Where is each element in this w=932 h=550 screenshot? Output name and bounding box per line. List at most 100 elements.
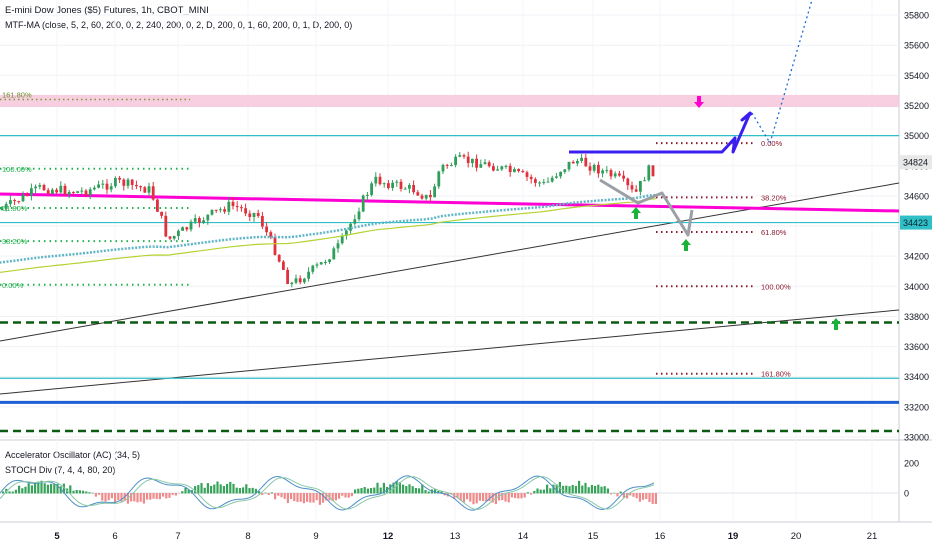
- ac-histogram-bar: [194, 486, 197, 494]
- ac-histogram-bar: [565, 485, 568, 494]
- ac-histogram-bar: [254, 488, 257, 494]
- candle-body: [147, 186, 151, 193]
- ac-histogram-bar: [600, 486, 603, 494]
- ac-histogram-bar: [171, 493, 174, 495]
- candle-body: [231, 201, 235, 207]
- ac-histogram-bar: [347, 493, 350, 498]
- ac-histogram-bar: [462, 493, 465, 503]
- candle-body: [25, 194, 29, 196]
- ac-histogram-bar: [75, 490, 78, 494]
- ac-histogram-bar: [309, 493, 312, 503]
- y-tick-label: 35800: [904, 11, 929, 21]
- ac-histogram-bar: [46, 484, 49, 494]
- candle-body: [345, 230, 348, 236]
- ac-histogram-bar: [21, 488, 24, 494]
- candle-body: [353, 219, 357, 224]
- candle-body: [571, 161, 575, 164]
- ac-histogram-bar: [184, 487, 187, 494]
- ac-histogram-bar: [526, 492, 529, 494]
- ac-histogram-bar: [82, 490, 85, 494]
- ac-histogram-bar: [120, 493, 123, 502]
- ac-histogram-bar: [197, 485, 200, 494]
- indicator-tick-label: 200: [904, 459, 919, 469]
- ac-histogram-bar: [293, 493, 296, 502]
- x-tick-label: 5: [54, 531, 60, 542]
- candle-body: [290, 282, 294, 284]
- candle-body: [277, 254, 281, 262]
- candle-body: [252, 212, 256, 217]
- candle-body: [387, 183, 390, 188]
- ac-histogram-bar: [370, 488, 373, 494]
- ac-histogram-bar: [357, 488, 360, 494]
- ac-histogram-bar: [62, 483, 65, 494]
- y-tick-label: 33000: [904, 432, 929, 442]
- ac-histogram-bar: [414, 487, 417, 494]
- ac-histogram-bar: [459, 493, 462, 501]
- candle-body: [403, 188, 407, 190]
- candle-body: [122, 179, 126, 186]
- x-tick-label: 15: [588, 531, 599, 542]
- ac-histogram-bar: [616, 493, 619, 497]
- candle-body: [185, 227, 189, 230]
- ac-histogram-bar: [555, 484, 558, 494]
- ac-histogram-bar: [514, 493, 517, 499]
- candle-body: [219, 209, 222, 211]
- candle-body: [508, 165, 512, 173]
- candle-body: [240, 207, 243, 209]
- ac-histogram-bar: [594, 485, 597, 494]
- candle-body: [559, 171, 562, 177]
- candle-body: [588, 166, 592, 171]
- ac-histogram-bar: [283, 493, 286, 499]
- purple-projection: [569, 111, 753, 154]
- candle-body: [114, 177, 117, 187]
- candle-body: [458, 155, 462, 157]
- candle-body: [513, 169, 516, 173]
- x-tick-label: 13: [450, 531, 461, 542]
- candle-body: [529, 176, 533, 180]
- y-tick-label: 33600: [904, 342, 929, 352]
- candle-body: [55, 189, 58, 193]
- ac-histogram-bar: [366, 488, 369, 494]
- indicator-tick-label: 0: [904, 489, 909, 499]
- ac-histogram-bar: [542, 489, 545, 494]
- ac-histogram-bar: [475, 493, 478, 504]
- candle-body: [374, 176, 378, 184]
- ac-histogram-bar: [440, 491, 443, 494]
- ac-histogram-bar: [485, 493, 488, 502]
- candle-body: [223, 209, 226, 212]
- candle-body: [59, 185, 63, 193]
- ac-histogram-bar: [331, 493, 334, 502]
- candle-body: [0, 208, 4, 210]
- candle-body: [244, 208, 247, 214]
- ac-histogram-bar: [226, 483, 229, 494]
- ac-histogram-bar: [146, 493, 149, 500]
- ac-histogram-bar: [85, 491, 88, 494]
- candle-body: [466, 156, 470, 164]
- candle-body: [471, 158, 474, 164]
- candle-body: [315, 264, 319, 266]
- ac-histogram-bar: [523, 493, 526, 498]
- candle-body: [504, 165, 508, 167]
- candle-body: [370, 183, 373, 195]
- ac-histogram-bar: [245, 484, 248, 494]
- ac-histogram-bar: [645, 493, 648, 500]
- y-tick-label: 34200: [904, 252, 929, 262]
- trendline-upper: [0, 182, 900, 342]
- candle-body: [567, 161, 571, 170]
- ac-histogram-bar: [590, 485, 593, 494]
- ac-histogram-bar: [165, 493, 168, 499]
- candle-body: [282, 261, 285, 270]
- stoch-k-line: [0, 475, 655, 511]
- ac-histogram-bar: [344, 493, 347, 498]
- candle-body: [332, 248, 336, 260]
- ac-histogram-bar: [549, 488, 552, 494]
- candle-body: [319, 262, 323, 265]
- candle-body: [630, 185, 634, 190]
- candle-body: [214, 209, 218, 211]
- ac-histogram-bar: [290, 493, 293, 500]
- candle-body: [639, 180, 642, 192]
- candle-body: [378, 176, 382, 185]
- ac-histogram-bar: [53, 484, 56, 494]
- candle-body: [80, 190, 84, 192]
